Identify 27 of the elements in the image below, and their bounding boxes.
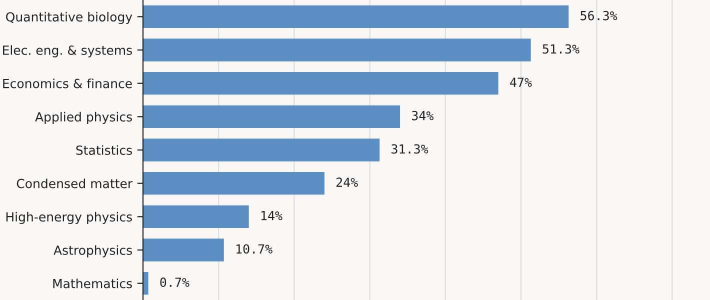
y-tick-label: Economics & finance <box>3 78 132 88</box>
bar <box>142 205 249 228</box>
y-tick-label: Statistics <box>76 145 132 155</box>
bar <box>142 105 400 128</box>
bar <box>142 5 569 28</box>
bar <box>142 138 380 162</box>
data-label: 51.3% <box>542 44 580 54</box>
data-label: 24% <box>336 178 358 187</box>
data-label: 56.3% <box>580 10 618 20</box>
bar <box>142 238 224 262</box>
y-tick-label: Condensed matter <box>16 178 133 188</box>
data-label: 34% <box>412 110 434 120</box>
data-label: 14% <box>261 211 282 220</box>
y-tick-label: High-energy physics <box>6 212 132 224</box>
data-label: 31.3% <box>392 144 428 154</box>
bar <box>142 172 324 195</box>
data-label: 10.7% <box>236 244 272 254</box>
bar <box>142 72 498 95</box>
data-label: 0.7% <box>160 278 190 287</box>
y-tick-label: Elec. eng. & systems <box>3 45 132 58</box>
bar <box>142 38 531 62</box>
data-label: 47% <box>510 78 532 87</box>
y-tick-label: Applied physics <box>35 112 132 124</box>
bar <box>142 272 148 295</box>
y-tick-label: Astrophysics <box>54 245 132 258</box>
y-tick-label: Quantitative biology <box>6 12 132 24</box>
y-tick-label: Mathematics <box>53 278 132 288</box>
